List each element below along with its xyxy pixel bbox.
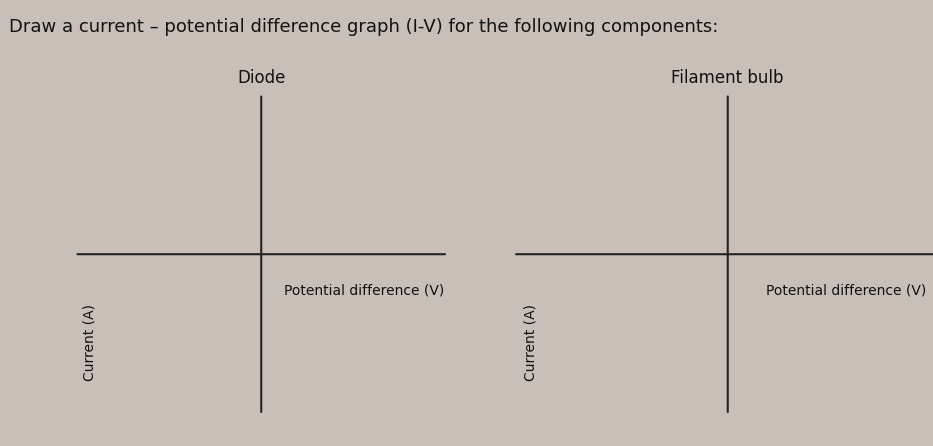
Text: Current (A): Current (A) [82,304,97,381]
Text: Potential difference (V): Potential difference (V) [284,283,444,297]
Title: Filament bulb: Filament bulb [672,69,784,87]
Text: Draw a current – potential difference graph (I-V) for the following components:: Draw a current – potential difference gr… [9,18,718,36]
Title: Diode: Diode [237,69,285,87]
Text: Current (A): Current (A) [523,304,537,381]
Text: Potential difference (V): Potential difference (V) [766,283,926,297]
